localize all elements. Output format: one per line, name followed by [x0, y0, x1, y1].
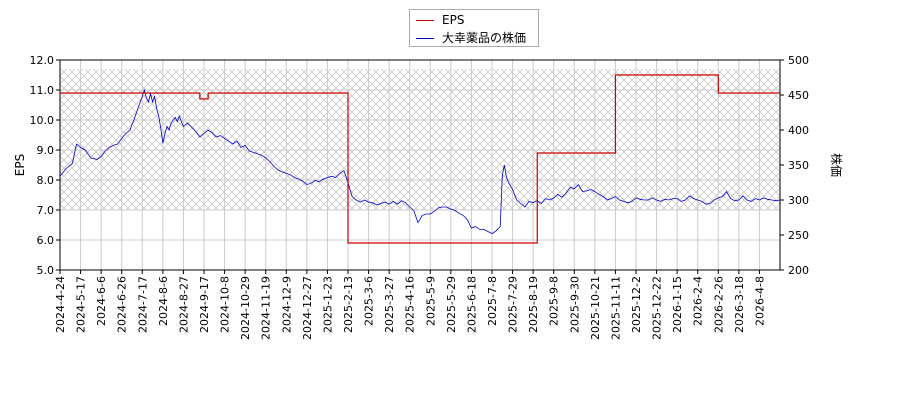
- x-tick-label: 2025-2-13: [342, 276, 355, 333]
- legend: EPS 大幸薬品の株価: [409, 9, 539, 47]
- x-tick-label: 2025-9-30: [568, 276, 581, 333]
- x-tick-label: 2024-6-6: [95, 276, 108, 326]
- series-line-eps: [60, 74, 780, 244]
- x-tick-label: 2026-1-15: [671, 276, 684, 333]
- legend-label-price: 大幸薬品の株価: [442, 31, 527, 45]
- x-tick-label: 2025-8-19: [527, 276, 540, 333]
- x-tick-label: 2025-12-22: [651, 276, 664, 340]
- y-tick-label-right: 400: [788, 124, 809, 137]
- y-axis-title-right: 株価: [829, 153, 844, 177]
- x-tick-label: 2025-7-8: [486, 276, 499, 326]
- y-axis-title-left: EPS: [13, 154, 27, 176]
- x-tick-label: 2025-4-16: [404, 276, 417, 333]
- y-tick-label-left: 9.0: [37, 144, 55, 157]
- x-tick-label: 2024-7-17: [136, 276, 149, 333]
- y-tick-label-right: 450: [788, 89, 809, 102]
- legend-item-eps: EPS: [416, 12, 464, 28]
- x-tick-label: 2025-3-6: [363, 276, 376, 326]
- x-tick-label: 2025-6-18: [465, 276, 478, 333]
- legend-swatch-price: [416, 38, 434, 39]
- x-tick-label: 2024-10-29: [239, 276, 252, 340]
- y-tick-label-left: 7.0: [37, 204, 55, 217]
- x-tick-label: 2025-1-23: [321, 276, 334, 333]
- y-tick-label-right: 350: [788, 159, 809, 172]
- x-tick-label: 2025-5-29: [445, 276, 458, 333]
- y-tick-label-right: 250: [788, 229, 809, 242]
- x-tick-label: 2024-9-17: [198, 276, 211, 333]
- x-tick-label: 2024-6-26: [116, 276, 129, 333]
- x-tick-label: 2024-4-24: [54, 276, 67, 333]
- y-tick-label-right: 300: [788, 194, 809, 207]
- x-tick-label: 2026-3-18: [733, 276, 746, 333]
- y-tick-label-left: 12.0: [30, 54, 55, 67]
- x-tick-label: 2024-11-19: [260, 276, 273, 340]
- x-tick-label: 2025-3-27: [383, 276, 396, 333]
- x-tick-label: 2024-12-27: [301, 276, 314, 340]
- y-tick-label-left: 6.0: [37, 234, 55, 247]
- y-tick-label-right: 500: [788, 54, 809, 67]
- x-tick-label: 2025-12-2: [630, 276, 643, 333]
- x-tick-label: 2024-8-27: [177, 276, 190, 333]
- x-tick-label: 2025-7-29: [507, 276, 520, 333]
- x-tick-label: 2025-10-21: [589, 276, 602, 340]
- y-tick-label-right: 200: [788, 264, 809, 277]
- x-tick-label: 2026-2-26: [712, 276, 725, 333]
- x-tick-label: 2026-2-4: [692, 276, 705, 326]
- x-tick-label: 2025-11-11: [609, 276, 622, 340]
- y-tick-label-left: 11.0: [30, 84, 55, 97]
- y-tick-label-left: 10.0: [30, 114, 55, 127]
- x-tick-label: 2024-10-8: [219, 276, 232, 333]
- x-tick-label: 2024-5-17: [75, 276, 88, 333]
- x-tick-label: 2024-8-6: [157, 276, 170, 326]
- x-tick-label: 2025-9-8: [548, 276, 561, 326]
- x-tick-label: 2025-5-9: [424, 276, 437, 326]
- x-tick-label: 2026-4-8: [753, 276, 766, 326]
- legend-item-price: 大幸薬品の株価: [416, 30, 526, 46]
- legend-swatch-eps: [416, 20, 434, 21]
- x-tick-label: 2024-12-9: [280, 276, 293, 333]
- legend-label-eps: EPS: [442, 13, 465, 27]
- y-tick-label-left: 5.0: [37, 264, 55, 277]
- series-line-price: [59, 88, 781, 235]
- y-tick-label-left: 8.0: [37, 174, 55, 187]
